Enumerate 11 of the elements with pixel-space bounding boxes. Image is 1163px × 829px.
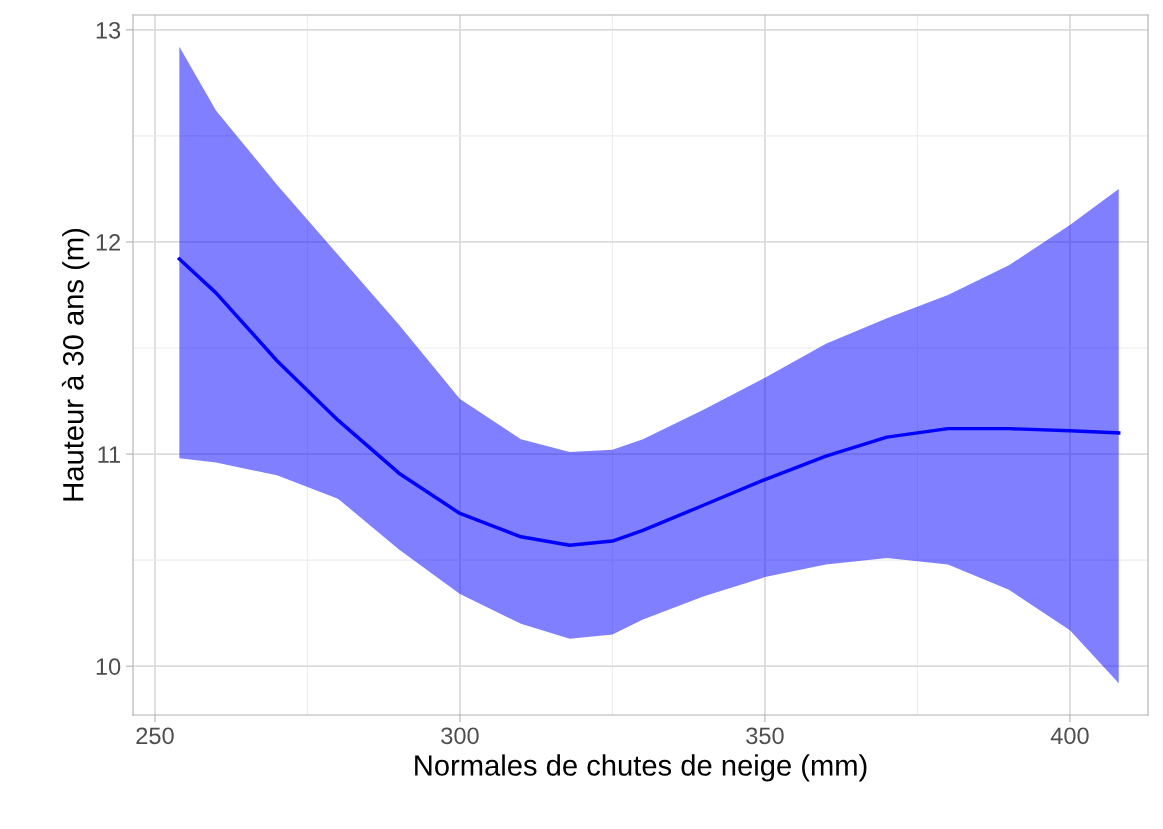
y-tick-label: 10: [96, 658, 121, 675]
x-tick-label: 400: [1050, 727, 1089, 745]
x-tick-label: 350: [746, 727, 784, 745]
line-series: [177, 257, 1121, 548]
x-tick-label: 300: [441, 727, 479, 745]
y-tick-label: 12: [96, 234, 121, 251]
y-tick-label: 11: [98, 446, 121, 463]
x-tick-label: 250: [136, 727, 174, 745]
y-axis-title: Hauteur à 30 ans (m): [61, 229, 90, 501]
x-axis-title: Normales de chutes de neige (mm): [415, 754, 867, 782]
y-tick-label: 13: [96, 21, 121, 39]
